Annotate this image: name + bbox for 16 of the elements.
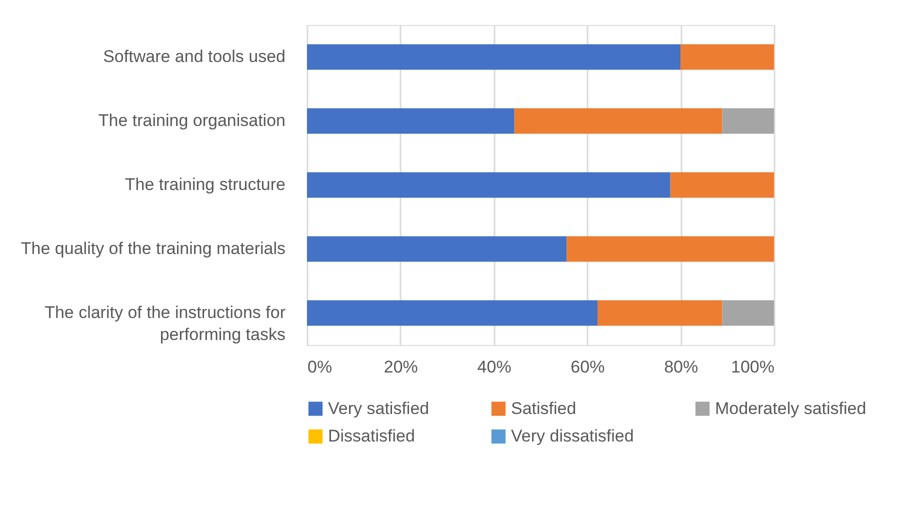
- legend-label: Very satisfied: [328, 398, 430, 418]
- y-tick-label: The clarity of the instructions for performing tasks: [44, 303, 286, 344]
- x-tick-label: 40%: [477, 358, 512, 376]
- x-tick-label: 60%: [570, 358, 605, 376]
- y-tick-label: Software and tools used: [103, 47, 286, 66]
- y-tick-label: The training organisation: [98, 111, 286, 130]
- x-tick-label: 80%: [664, 358, 698, 376]
- x-tick-label: 0%: [308, 358, 332, 376]
- x-tick-label: 20%: [384, 358, 418, 376]
- y-tick-label: The quality of the training materials: [20, 239, 286, 258]
- legend-label: Dissatisfied: [328, 426, 415, 446]
- y-tick-label: The training structure: [124, 175, 286, 194]
- legend-label: Satisfied: [511, 398, 576, 418]
- legend-label: Very dissatisfied: [511, 426, 634, 446]
- x-tick-label: 100%: [731, 358, 774, 376]
- legend-label: Moderately satisfied: [715, 398, 866, 418]
